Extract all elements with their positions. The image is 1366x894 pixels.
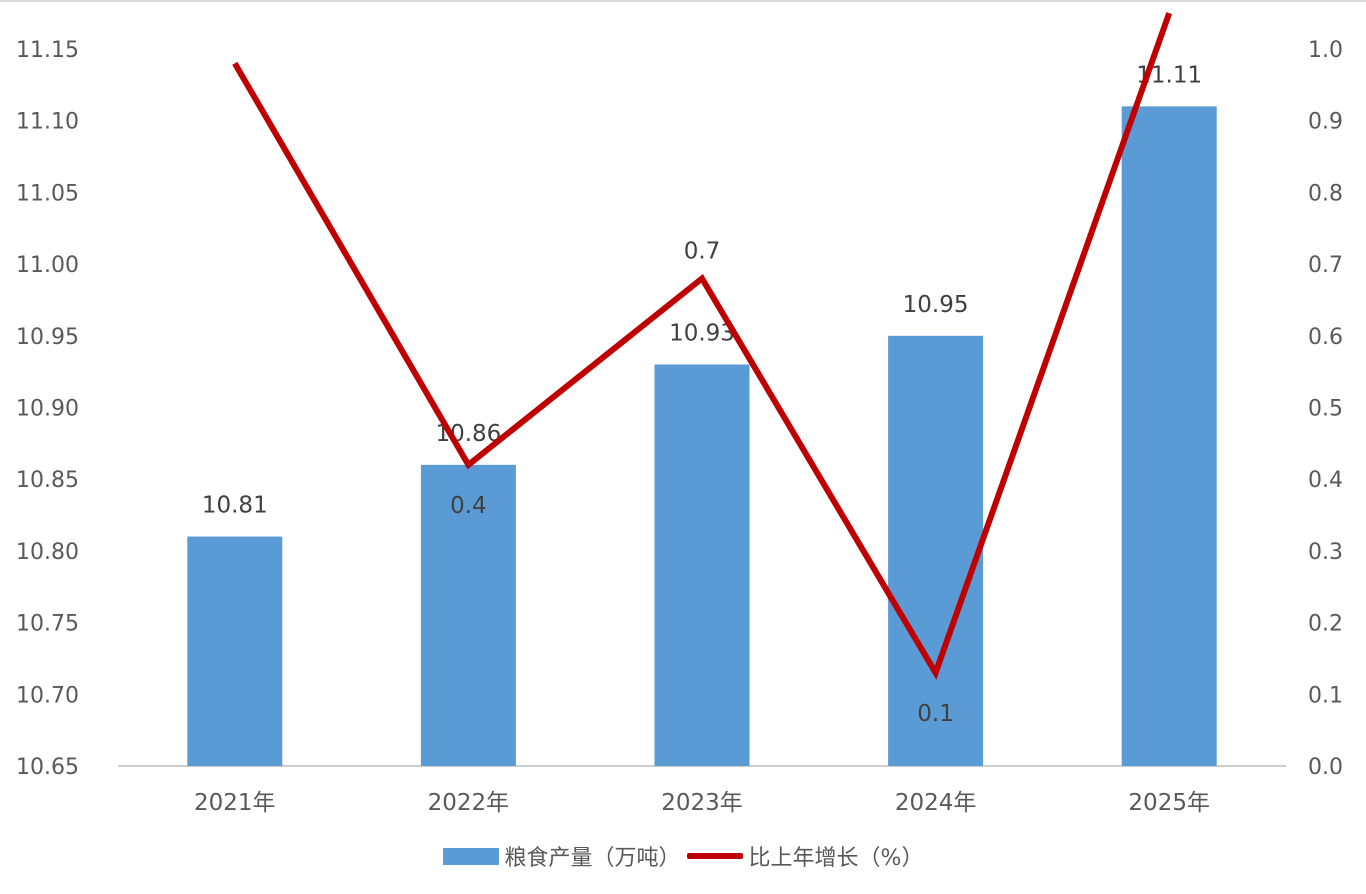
category-label: 2023年 <box>661 790 743 816</box>
legend-line-swatch <box>686 853 743 859</box>
left-axis-ticks: 10.65 10.70 10.75 10.80 10.85 10.90 10.95 11.00… <box>16 38 79 780</box>
right-tick-label: 0.0 <box>1308 755 1343 780</box>
line-data-label: 0.4 <box>450 493 487 519</box>
legend-item-bar: 粮食产量（万吨） <box>442 840 681 872</box>
bar-data-label: 10.81 <box>202 493 268 519</box>
right-tick-label: 0.6 <box>1308 325 1343 350</box>
right-tick-label: 0.7 <box>1308 253 1343 278</box>
bar <box>187 536 283 766</box>
legend-bar-swatch <box>442 847 499 865</box>
left-tick-label: 11.10 <box>16 110 79 135</box>
bar <box>654 364 750 766</box>
right-tick-label: 0.1 <box>1308 683 1343 708</box>
legend-bar-label: 粮食产量（万吨） <box>504 846 681 871</box>
bar-data-label: 10.95 <box>903 292 969 318</box>
right-tick-label: 0.2 <box>1308 612 1343 637</box>
bar-series <box>187 106 1217 767</box>
left-tick-label: 10.80 <box>16 540 79 565</box>
right-tick-label: 0.4 <box>1308 468 1343 493</box>
bar <box>1121 106 1217 767</box>
legend-item-line: 比上年增长（%） <box>685 840 924 872</box>
right-tick-label: 0.8 <box>1308 181 1343 206</box>
category-label: 2024年 <box>895 790 977 816</box>
category-label: 2021年 <box>194 790 276 816</box>
left-tick-label: 10.90 <box>16 397 79 422</box>
legend: 粮食产量（万吨） 比上年增长（%） <box>0 840 1366 872</box>
line-data-label: 0.1 <box>917 701 954 727</box>
left-tick-label: 10.75 <box>16 612 79 637</box>
left-tick-label: 10.95 <box>16 325 79 350</box>
left-tick-label: 11.05 <box>16 181 79 206</box>
growth-line <box>232 12 1173 680</box>
right-tick-label: 0.3 <box>1308 540 1343 565</box>
bar <box>888 335 984 766</box>
category-label: 2025年 <box>1128 790 1210 816</box>
right-axis-ticks: 0.0 0.1 0.2 0.3 0.4 0.5 0.6 0.7 0.8 0.9 1.0 <box>1308 38 1343 780</box>
left-tick-label: 11.00 <box>16 253 79 278</box>
left-tick-label: 11.15 <box>16 38 79 63</box>
category-labels: 2021年 2022年 2023年 2024年 2025年 <box>194 790 1210 816</box>
right-tick-label: 0.5 <box>1308 397 1343 422</box>
bar-data-label: 10.93 <box>669 320 735 346</box>
right-tick-label: 1.0 <box>1308 38 1343 63</box>
line-data-labels: 0.4 0.7 0.1 <box>450 238 954 726</box>
category-label: 2022年 <box>428 790 510 816</box>
bar <box>420 464 516 766</box>
left-tick-label: 10.85 <box>16 468 79 493</box>
legend-line-label: 比上年增长（%） <box>748 846 924 871</box>
right-tick-label: 0.9 <box>1308 110 1343 135</box>
line-data-label: 0.7 <box>684 238 721 264</box>
left-tick-label: 10.70 <box>16 683 79 708</box>
left-tick-label: 10.65 <box>16 755 79 780</box>
